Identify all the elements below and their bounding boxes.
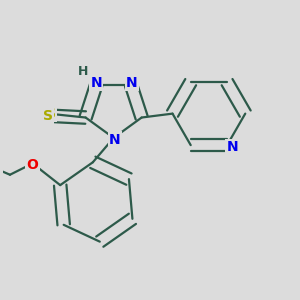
Text: N: N — [126, 76, 138, 90]
Text: H: H — [78, 65, 88, 78]
Text: N: N — [109, 133, 121, 147]
Text: S: S — [43, 109, 53, 123]
Text: O: O — [27, 158, 38, 172]
Text: S: S — [46, 107, 56, 121]
Text: N: N — [91, 76, 102, 90]
Text: N: N — [226, 140, 238, 154]
